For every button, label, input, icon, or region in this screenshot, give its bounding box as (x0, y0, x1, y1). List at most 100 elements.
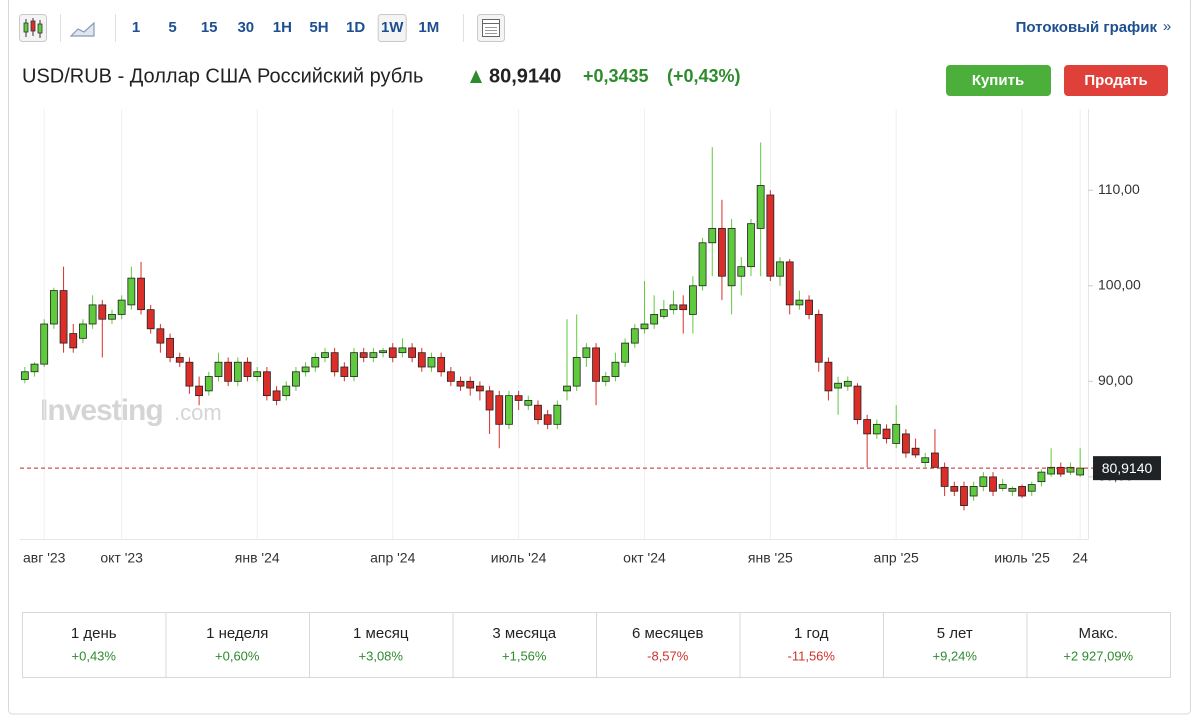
candle-body (853, 385, 862, 420)
candle-body (640, 323, 649, 330)
period-label: 5 лет (937, 625, 973, 642)
stream-link[interactable]: Потоковый график (1016, 19, 1158, 36)
candle-body (1047, 466, 1056, 475)
header-price: 80,9140 (489, 65, 561, 87)
period-label: 1 год (794, 625, 829, 642)
period-change: +3,08% (359, 648, 404, 663)
y-tick-label: 90,00 (1098, 372, 1133, 388)
line-icon[interactable] (69, 21, 95, 37)
candle-body (282, 385, 291, 397)
period-change: -8,57% (647, 648, 689, 663)
candle-body (805, 299, 813, 315)
candle-body (505, 395, 513, 425)
interval-bar: 1 5 15 30 1H 5H 1D 1W 1M (132, 14, 439, 42)
y-tick-label: 100,00 (1098, 276, 1141, 292)
candle-body (679, 304, 688, 311)
interval-button[interactable]: 1W (381, 19, 404, 36)
candle-body (514, 395, 523, 401)
interval-button[interactable]: 1H (273, 19, 292, 36)
interval-selected[interactable] (377, 14, 407, 42)
candle-body (727, 228, 736, 287)
buy-button[interactable] (946, 65, 1051, 96)
candle-icon[interactable] (19, 14, 47, 42)
period-change: +1,56% (502, 648, 547, 663)
candle-body (330, 352, 339, 373)
candle-body (911, 447, 920, 456)
candle-body (960, 486, 968, 506)
header-change: +0,3435 (583, 66, 649, 86)
x-tick-label: 24 (1072, 550, 1088, 566)
candle-body (456, 380, 465, 387)
candle-body (108, 314, 116, 320)
candle-body (1027, 484, 1036, 492)
candle-body (146, 309, 155, 330)
candle-body (1056, 466, 1065, 475)
candle-body (175, 357, 184, 363)
candle-body (892, 423, 901, 444)
candle-body (398, 347, 407, 354)
candle-body (824, 361, 833, 392)
period-change: +2 927,09% (1063, 648, 1133, 663)
candle-body (485, 390, 494, 411)
candle-body (969, 486, 978, 497)
candle-body (224, 361, 233, 382)
candle-body (572, 357, 581, 387)
sell-button[interactable] (1064, 65, 1168, 96)
candle-body (437, 357, 446, 373)
interval-button[interactable]: 1 (132, 19, 140, 36)
candle-body (340, 366, 349, 377)
candle-body (359, 352, 368, 358)
candle-body (785, 261, 794, 306)
candle-body (388, 347, 397, 358)
period-label: 3 месяца (492, 625, 556, 642)
interval-button[interactable]: 1M (418, 19, 439, 36)
candle-body (843, 380, 852, 387)
candle-body (543, 414, 552, 425)
candle-body (659, 309, 668, 317)
interval-button[interactable]: 15 (201, 19, 218, 36)
sell-label[interactable]: Продать (1084, 72, 1147, 89)
candle-body (621, 342, 630, 363)
candle-body (688, 285, 697, 315)
candle-body (408, 347, 417, 358)
candle-body (563, 385, 571, 392)
candle-body (766, 194, 775, 277)
candle-body (940, 466, 949, 487)
candle-body (369, 352, 378, 358)
candle-body (466, 380, 475, 389)
chart: Investing .com авг '23 окт '23 янв '24 апр '2… (20, 109, 1161, 566)
period-change: +0,43% (72, 648, 117, 663)
watermark: .com (174, 400, 222, 425)
candle-body (979, 476, 988, 487)
candle-body (475, 385, 484, 392)
interval-button[interactable]: 5H (309, 19, 328, 36)
header-change-pct: (+0,43%) (667, 66, 741, 86)
candle-body (214, 361, 223, 377)
x-tick-label: авг '23 (23, 550, 66, 566)
price-tag (1093, 456, 1161, 481)
candle-body (98, 304, 107, 320)
candle-body (1066, 466, 1075, 473)
candle-body (69, 333, 78, 349)
candle-body (427, 357, 436, 368)
interval-button[interactable]: 5 (168, 19, 176, 36)
x-tick-label: окт '23 (100, 550, 143, 566)
candle-body (446, 371, 455, 382)
interval-button[interactable]: 1D (346, 19, 365, 36)
interval-button[interactable]: 30 (237, 19, 254, 36)
x-tick-label: янв '24 (235, 550, 280, 566)
candle-body (301, 366, 310, 373)
x-tick-label: июль '25 (994, 550, 1050, 566)
candle-body (243, 361, 252, 377)
stream-arrow[interactable]: » (1163, 18, 1171, 35)
candle-body (921, 457, 930, 463)
table-icon[interactable] (477, 14, 505, 42)
candle-body (611, 361, 620, 377)
candle-body (137, 277, 145, 311)
candle-body (795, 299, 804, 306)
candle-body (582, 347, 591, 358)
candle-body (253, 371, 262, 377)
period-change: +0,60% (215, 648, 260, 663)
buy-label[interactable]: Купить (972, 72, 1024, 89)
period-label: 1 день (71, 625, 117, 642)
